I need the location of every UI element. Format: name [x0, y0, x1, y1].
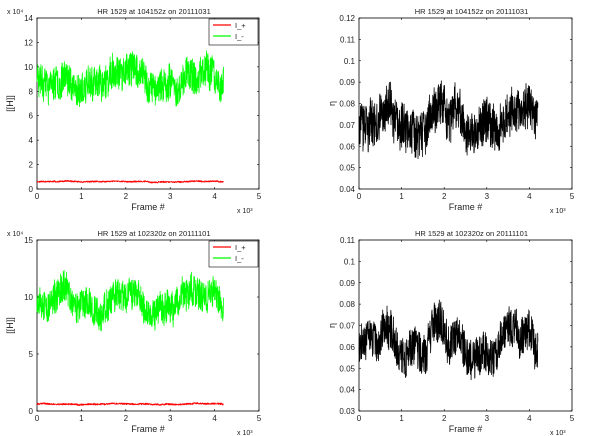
x-axis-label: Frame #	[131, 202, 165, 212]
y-tick-label: 15	[24, 236, 33, 245]
plot-area	[36, 239, 260, 412]
y-tick-label: 10	[24, 293, 33, 302]
chart-panel-4: 0 1 2 3 4 5 0.03 0.04 0.05 0.06 0.07 0.08 0.09 0.1 0.1…	[327, 229, 575, 436]
x-tick-label: 4	[212, 414, 217, 423]
y-axis-label: [[H]]	[5, 95, 15, 112]
y-tick-label: 0.07	[339, 121, 355, 130]
y-axis-label: η	[327, 323, 337, 328]
y-tick-label: 0.06	[339, 142, 355, 151]
y-tick-label: 0.05	[339, 364, 355, 373]
chart-title: HR 1529 at 102320z on 20111101	[97, 229, 210, 238]
legend-label: I_-	[235, 254, 244, 263]
y-tick-label: 14	[24, 14, 33, 23]
series-line-i-1	[36, 269, 224, 332]
legend-label: I_+	[235, 243, 246, 252]
y-tick-label: 0	[29, 185, 34, 194]
y-tick-label: 0.07	[339, 322, 355, 331]
y-tick-label: 0.03	[339, 407, 355, 416]
y-tick-label: 0.09	[339, 279, 355, 288]
y-axis-exponent: x 10⁴	[7, 9, 23, 16]
series-line-i-1	[36, 50, 224, 107]
y-axis-exponent: x 10⁴	[7, 231, 23, 238]
x-tick-label: 4	[527, 192, 532, 201]
y-tick-label: 0	[29, 407, 34, 416]
legend-label: I_-	[235, 32, 244, 41]
y-tick-label: 0.1	[344, 57, 356, 66]
series-line-eta-0	[358, 80, 539, 160]
x-axis-label: Frame #	[449, 202, 483, 212]
x-tick-label: 0	[357, 414, 362, 423]
legend-box	[208, 240, 259, 268]
series-line-i-0	[36, 402, 224, 406]
y-tick-label: 0.11	[340, 35, 356, 44]
y-tick-label: 4	[29, 136, 34, 145]
series-line-i-0	[36, 179, 224, 184]
y-tick-label: 0.12	[339, 14, 355, 23]
y-tick-label: 0.06	[339, 343, 355, 352]
y-tick-label: 0.08	[339, 300, 355, 309]
y-axis-label: η	[327, 101, 337, 106]
y-tick-label: 2	[29, 161, 34, 170]
x-axis-label: Frame #	[131, 424, 165, 434]
x-tick-label: 4	[527, 414, 532, 423]
x-tick-label: 2	[442, 414, 447, 423]
y-tick-label: 10	[24, 63, 33, 72]
x-tick-label: 2	[442, 192, 447, 201]
legend: I_+ I_-	[208, 18, 259, 46]
x-tick-label: 2	[124, 192, 129, 201]
x-axis-exponent: x 10³	[237, 208, 253, 215]
y-tick-label: 0.11	[340, 236, 356, 245]
x-tick-label: 3	[168, 414, 173, 423]
x-axis-label: Frame #	[449, 424, 483, 434]
series-line-eta-0	[358, 299, 539, 381]
x-axis-exponent: x 10³	[237, 430, 253, 436]
chart-panel-2: 0 1 2 3 4 5 0.04 0.05 0.06 0.07 0.08 0.09 0.1 0.11 0.1…	[327, 7, 575, 215]
x-tick-label: 1	[79, 414, 84, 423]
x-tick-label: 1	[399, 414, 404, 423]
x-tick-label: 1	[399, 192, 404, 201]
y-axis-label: [[H]]	[5, 317, 15, 334]
y-tick-label: 0.1	[344, 257, 356, 266]
y-tick-label: 0.04	[339, 386, 355, 395]
chart-panel-3: 0 1 2 3 4 5 0 5 10 15 HR 1529 at 102320z on 201111…	[5, 229, 262, 436]
x-tick-label: 5	[257, 414, 262, 423]
y-tick-label: 6	[29, 112, 34, 121]
chart-title: HR 1529 at 104152z on 20111031	[415, 7, 529, 16]
legend-label: I_+	[235, 21, 246, 30]
x-tick-label: 5	[570, 192, 575, 201]
y-tick-label: 8	[29, 87, 34, 96]
x-tick-label: 3	[485, 192, 490, 201]
y-tick-label: 0.08	[339, 100, 355, 109]
x-tick-label: 0	[35, 192, 40, 201]
x-tick-label: 1	[79, 192, 84, 201]
y-tick-label: 12	[24, 38, 33, 47]
y-tick-label: 0.04	[339, 185, 355, 194]
chart-title: HR 1529 at 102320z on 20111101	[415, 229, 528, 238]
y-tick-label: 0.05	[339, 164, 355, 173]
x-tick-label: 4	[212, 192, 217, 201]
x-tick-label: 3	[485, 414, 490, 423]
y-tick-label: 0.09	[339, 78, 355, 87]
x-tick-label: 0	[35, 414, 40, 423]
x-axis-exponent: x 10³	[550, 208, 566, 215]
x-tick-label: 5	[570, 414, 575, 423]
y-tick-label: 5	[29, 350, 34, 359]
x-tick-label: 3	[168, 192, 173, 201]
legend: I_+ I_-	[208, 240, 259, 268]
chart-title: HR 1529 at 104152z on 20111031	[97, 7, 211, 16]
plot-area	[36, 17, 260, 190]
legend-box	[208, 18, 259, 46]
x-tick-label: 5	[257, 192, 262, 201]
x-axis-exponent: x 10³	[550, 430, 566, 436]
x-tick-label: 2	[124, 414, 129, 423]
x-tick-label: 0	[357, 192, 362, 201]
